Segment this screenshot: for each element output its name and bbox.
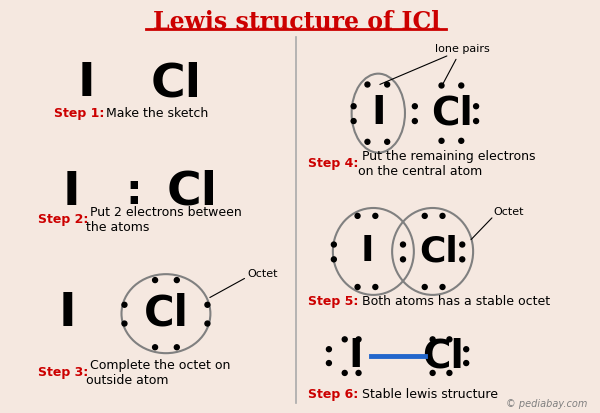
- Circle shape: [412, 119, 418, 123]
- Circle shape: [439, 138, 444, 143]
- Circle shape: [401, 242, 406, 247]
- Text: Cl: Cl: [151, 61, 202, 106]
- Circle shape: [439, 83, 444, 88]
- Text: Cl: Cl: [419, 235, 458, 268]
- Circle shape: [401, 257, 406, 262]
- Text: Stable lewis structure: Stable lewis structure: [358, 388, 497, 401]
- Text: Step 5:: Step 5:: [308, 295, 359, 309]
- Circle shape: [459, 83, 464, 88]
- Text: © pediabay.com: © pediabay.com: [506, 399, 587, 408]
- Text: I: I: [349, 337, 363, 375]
- Circle shape: [152, 278, 158, 282]
- Circle shape: [460, 257, 465, 262]
- Circle shape: [342, 337, 347, 342]
- Circle shape: [326, 347, 331, 352]
- Text: Put the remaining electrons
on the central atom: Put the remaining electrons on the centr…: [358, 150, 535, 178]
- Circle shape: [205, 302, 210, 307]
- Circle shape: [464, 347, 469, 352]
- Text: Both atoms has a stable octet: Both atoms has a stable octet: [358, 295, 550, 309]
- Text: Octet: Octet: [247, 269, 277, 279]
- Text: I: I: [58, 291, 76, 336]
- Text: lone pairs: lone pairs: [435, 44, 490, 54]
- Circle shape: [205, 321, 210, 326]
- Text: I: I: [78, 61, 96, 106]
- Circle shape: [373, 285, 378, 290]
- Circle shape: [385, 139, 389, 144]
- Text: Cl: Cl: [167, 170, 218, 215]
- Circle shape: [412, 104, 418, 109]
- Circle shape: [122, 302, 127, 307]
- Circle shape: [440, 285, 445, 290]
- Circle shape: [326, 361, 331, 366]
- Text: Cl: Cl: [422, 337, 463, 375]
- Text: Complete the octet on
outside atom: Complete the octet on outside atom: [86, 359, 230, 387]
- Text: :: :: [125, 171, 142, 213]
- Circle shape: [175, 345, 179, 350]
- Text: Make the sketch: Make the sketch: [102, 107, 208, 120]
- Circle shape: [152, 345, 158, 350]
- Circle shape: [430, 370, 435, 375]
- Text: Step 4:: Step 4:: [308, 157, 359, 170]
- Circle shape: [385, 82, 389, 87]
- Circle shape: [422, 285, 427, 290]
- Text: Octet: Octet: [494, 207, 524, 217]
- Circle shape: [447, 337, 452, 342]
- Circle shape: [331, 257, 337, 262]
- Text: Cl: Cl: [431, 94, 473, 132]
- Circle shape: [473, 104, 479, 109]
- Circle shape: [464, 361, 469, 366]
- Circle shape: [331, 242, 337, 247]
- Circle shape: [447, 370, 452, 375]
- Text: Cl: Cl: [143, 293, 188, 335]
- Circle shape: [356, 337, 361, 342]
- Text: Put 2 electrons between
the atoms: Put 2 electrons between the atoms: [86, 206, 242, 234]
- Circle shape: [430, 337, 435, 342]
- Text: Step 1:: Step 1:: [55, 107, 104, 120]
- Circle shape: [351, 104, 356, 109]
- Circle shape: [342, 370, 347, 375]
- Circle shape: [356, 370, 361, 375]
- Circle shape: [459, 138, 464, 143]
- Circle shape: [460, 242, 465, 247]
- Text: Step 3:: Step 3:: [38, 366, 88, 380]
- Circle shape: [351, 119, 356, 123]
- Circle shape: [175, 278, 179, 282]
- Circle shape: [365, 139, 370, 144]
- Text: I: I: [361, 235, 374, 268]
- Circle shape: [473, 119, 479, 123]
- Text: I: I: [371, 94, 386, 132]
- Circle shape: [122, 321, 127, 326]
- Text: I: I: [62, 170, 80, 215]
- Text: Lewis structure of ICl: Lewis structure of ICl: [152, 10, 440, 34]
- Circle shape: [355, 285, 360, 290]
- Text: Step 2:: Step 2:: [38, 214, 88, 226]
- Circle shape: [355, 214, 360, 218]
- Circle shape: [440, 214, 445, 218]
- Circle shape: [422, 214, 427, 218]
- Text: Step 6:: Step 6:: [308, 388, 358, 401]
- Circle shape: [365, 82, 370, 87]
- Circle shape: [373, 214, 378, 218]
